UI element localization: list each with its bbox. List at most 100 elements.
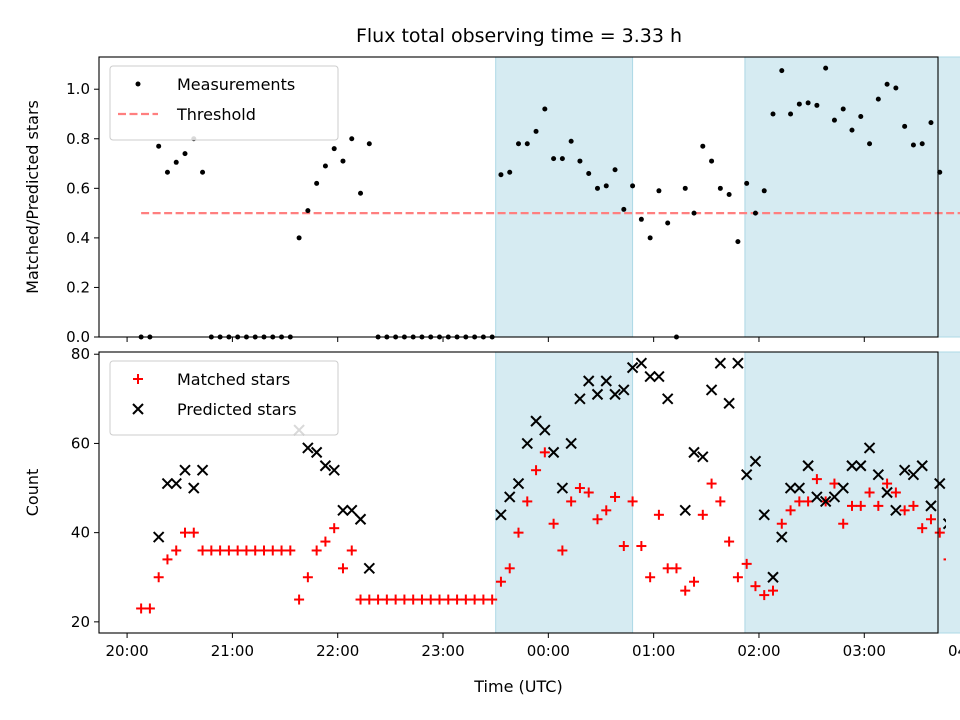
matched-star-point	[882, 478, 893, 489]
legend-label: Measurements	[177, 75, 295, 94]
y-tick-label: 0.6	[66, 179, 90, 197]
measurement-point	[867, 141, 873, 147]
matched-star-point	[346, 545, 357, 556]
predicted-star-point	[740, 468, 753, 481]
measurement-point	[849, 127, 855, 133]
matched-star-point	[285, 545, 296, 556]
matched-star-point	[864, 487, 875, 498]
matched-star-point	[302, 572, 313, 583]
measurement-point	[928, 120, 934, 126]
measurement-point	[568, 138, 574, 144]
predicted-star-point	[574, 393, 586, 405]
measurement-point	[577, 158, 583, 164]
measurement-point	[744, 180, 750, 186]
predicted-star-point	[776, 531, 788, 543]
measurement-point	[586, 170, 592, 176]
matched-star-point	[153, 572, 164, 583]
matched-star-point	[294, 594, 305, 605]
predicted-star-point	[802, 460, 814, 472]
matched-star-point	[223, 545, 234, 556]
matched-star-point	[610, 491, 621, 502]
x-tick-label: 21:00	[211, 642, 254, 660]
predicted-star-point	[661, 393, 674, 405]
matched-star-point	[232, 545, 243, 556]
matched-star-point	[934, 527, 945, 538]
matched-star-point	[846, 500, 857, 511]
matched-star-point	[680, 585, 691, 596]
legend-predicted-swatch	[132, 403, 144, 415]
x-tick-label: 22:00	[316, 642, 359, 660]
matched-star-point	[180, 527, 191, 538]
matched-star-point	[197, 545, 208, 556]
measurement-point	[182, 151, 188, 157]
matched-star-point	[899, 505, 910, 516]
measurement-point	[717, 185, 723, 191]
matched-star-point	[162, 554, 173, 565]
measurement-point	[919, 141, 925, 147]
matched-star-point	[741, 558, 752, 569]
bottom-y-axis-label: Count	[23, 469, 42, 517]
matched-star-point	[732, 572, 743, 583]
matched-star-point	[776, 518, 787, 529]
measurement-point	[735, 239, 741, 245]
matched-star-point	[487, 594, 498, 605]
matched-star-point	[381, 594, 392, 605]
matched-star-point	[206, 545, 217, 556]
matched-star-point	[566, 496, 577, 507]
top-shaded-interval-1	[744, 56, 960, 338]
matched-star-point	[706, 478, 717, 489]
matched-star-point	[689, 576, 700, 587]
matched-star-point	[653, 509, 664, 520]
predicted-star-point	[837, 482, 849, 494]
predicted-star-point	[934, 477, 946, 490]
measurement-point	[296, 235, 302, 241]
predicted-star-point	[591, 388, 604, 401]
matched-star-point	[645, 572, 656, 583]
top-series-0	[138, 65, 943, 340]
predicted-star-point	[819, 495, 832, 508]
top-axes-frame	[98, 56, 939, 338]
matched-star-point	[136, 603, 147, 614]
measurement-point	[551, 156, 557, 162]
predicted-star-point	[152, 531, 165, 543]
predicted-star-point	[697, 451, 709, 463]
matched-star-point	[636, 541, 647, 552]
matched-star-point	[697, 509, 708, 520]
y-tick-label: 0.4	[66, 229, 90, 247]
top-panel: 0.0 0.2 0.4 0.6 0.8 1.0 Matched/Predicted star…	[23, 56, 960, 346]
measurement-point	[910, 142, 916, 148]
measurement-point	[533, 128, 539, 134]
y-tick-label: 20	[71, 613, 90, 631]
chart-title: Flux total observing time = 3.33 h	[356, 25, 682, 47]
matched-star-point	[917, 523, 928, 534]
matched-star-point	[188, 527, 199, 538]
predicted-star-point	[784, 482, 797, 494]
measurement-point	[788, 111, 794, 117]
measurement-point	[875, 96, 881, 102]
predicted-star-point	[346, 504, 358, 517]
measurement-point	[156, 143, 162, 149]
measurement-point	[594, 185, 600, 191]
matched-star-point	[364, 594, 375, 605]
predicted-star-point	[626, 361, 639, 374]
matched-star-point	[495, 576, 506, 587]
predicted-star-point	[583, 375, 595, 387]
predicted-star-point	[547, 446, 560, 459]
predicted-star-point	[512, 477, 525, 490]
predicted-star-point	[723, 397, 735, 410]
matched-star-point	[215, 545, 226, 556]
matched-star-point	[548, 518, 559, 529]
predicted-star-point	[354, 513, 367, 525]
matched-star-point	[522, 496, 533, 507]
predicted-star-point	[363, 562, 376, 575]
matched-star-point	[267, 545, 278, 556]
predicted-star-point	[188, 482, 200, 494]
predicted-star-point	[337, 504, 349, 517]
x-tick-label: 01:00	[632, 642, 675, 660]
legend-label: Matched stars	[177, 370, 290, 389]
bottom-series-1	[152, 357, 946, 583]
matched-star-point	[855, 500, 866, 511]
matched-star-point	[592, 514, 603, 525]
top-shaded-interval-0	[495, 56, 634, 338]
